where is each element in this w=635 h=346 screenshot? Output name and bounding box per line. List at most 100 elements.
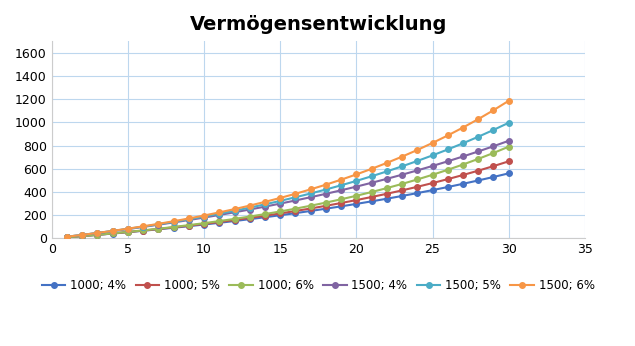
1000; 6% [337, 197, 345, 201]
1000; 4% [291, 211, 299, 215]
1000; 4% [185, 224, 192, 228]
1500; 5% [139, 225, 147, 229]
1500; 6% [337, 177, 345, 182]
1000; 4% [474, 179, 482, 183]
1000; 5% [246, 216, 253, 220]
1000; 4% [154, 227, 162, 231]
1000; 5% [398, 188, 406, 192]
1500; 4% [322, 192, 330, 196]
1500; 4% [78, 233, 86, 237]
1000; 5% [444, 177, 451, 181]
1500; 5% [276, 199, 284, 203]
1500; 6% [429, 141, 436, 145]
Line: 1000; 6%: 1000; 6% [64, 144, 511, 240]
1500; 4% [231, 210, 238, 215]
1500; 5% [215, 212, 223, 216]
1500; 5% [505, 121, 512, 125]
1000; 5% [352, 198, 360, 202]
1000; 4% [276, 213, 284, 217]
Legend: 1000; 4%, 1000; 5%, 1000; 6%, 1500; 4%, 1500; 5%, 1500; 6%: 1000; 4%, 1000; 5%, 1000; 6%, 1500; 4%, … [37, 274, 599, 297]
1500; 5% [368, 174, 375, 178]
1500; 6% [276, 196, 284, 200]
1500; 4% [246, 208, 253, 212]
1000; 6% [490, 151, 497, 155]
1500; 4% [200, 216, 208, 220]
1500; 6% [322, 183, 330, 187]
1500; 5% [383, 169, 391, 173]
1500; 4% [459, 154, 467, 158]
1500; 4% [124, 227, 131, 231]
1000; 6% [109, 231, 116, 236]
1000; 4% [337, 204, 345, 208]
1000; 6% [307, 204, 314, 208]
Line: 1000; 4%: 1000; 4% [64, 171, 511, 240]
1500; 4% [490, 144, 497, 148]
1000; 5% [139, 228, 147, 233]
1500; 5% [352, 179, 360, 183]
1500; 5% [170, 220, 177, 224]
1500; 6% [413, 148, 421, 152]
1000; 4% [352, 202, 360, 206]
1000; 6% [124, 230, 131, 234]
1000; 4% [398, 194, 406, 198]
1500; 6% [124, 227, 131, 231]
1500; 5% [261, 202, 269, 207]
1500; 6% [352, 172, 360, 176]
1000; 6% [63, 235, 70, 239]
1000; 5% [78, 234, 86, 238]
1000; 6% [154, 227, 162, 231]
1000; 4% [246, 217, 253, 221]
1500; 6% [170, 219, 177, 223]
1000; 5% [459, 173, 467, 177]
1500; 4% [63, 235, 70, 239]
1500; 6% [78, 233, 86, 237]
1000; 6% [291, 207, 299, 211]
1000; 6% [276, 209, 284, 213]
1000; 6% [170, 225, 177, 229]
1500; 4% [474, 149, 482, 154]
1500; 4% [185, 218, 192, 222]
1000; 6% [352, 194, 360, 198]
1500; 5% [93, 231, 101, 235]
1500; 4% [505, 139, 512, 143]
1500; 5% [231, 209, 238, 213]
1500; 6% [109, 229, 116, 233]
1500; 6% [154, 222, 162, 226]
1500; 4% [93, 231, 101, 235]
1000; 5% [474, 169, 482, 173]
1500; 6% [383, 161, 391, 165]
1500; 6% [139, 224, 147, 228]
1000; 5% [307, 207, 314, 211]
1500; 6% [291, 192, 299, 196]
1500; 4% [413, 169, 421, 173]
1500; 5% [291, 195, 299, 199]
1500; 5% [109, 229, 116, 233]
1000; 4% [307, 209, 314, 213]
Title: Vermögensentwicklung: Vermögensentwicklung [190, 15, 447, 34]
1500; 4% [215, 213, 223, 217]
1000; 6% [93, 233, 101, 237]
1000; 5% [413, 185, 421, 189]
1500; 6% [231, 207, 238, 211]
1000; 6% [78, 234, 86, 238]
1000; 5% [109, 231, 116, 236]
1500; 6% [185, 216, 192, 220]
1500; 6% [200, 213, 208, 218]
1000; 5% [63, 235, 70, 239]
1500; 5% [200, 215, 208, 219]
1000; 5% [261, 213, 269, 218]
1000; 5% [170, 225, 177, 229]
1500; 5% [490, 128, 497, 132]
1500; 6% [459, 126, 467, 130]
1500; 5% [124, 227, 131, 231]
1500; 5% [474, 135, 482, 139]
1000; 4% [383, 197, 391, 201]
1000; 6% [459, 162, 467, 166]
Line: 1500; 4%: 1500; 4% [64, 138, 511, 239]
1000; 4% [429, 188, 436, 192]
1000; 6% [231, 217, 238, 221]
1000; 6% [429, 173, 436, 177]
1500; 6% [261, 200, 269, 204]
1500; 4% [170, 220, 177, 225]
1000; 5% [276, 211, 284, 216]
